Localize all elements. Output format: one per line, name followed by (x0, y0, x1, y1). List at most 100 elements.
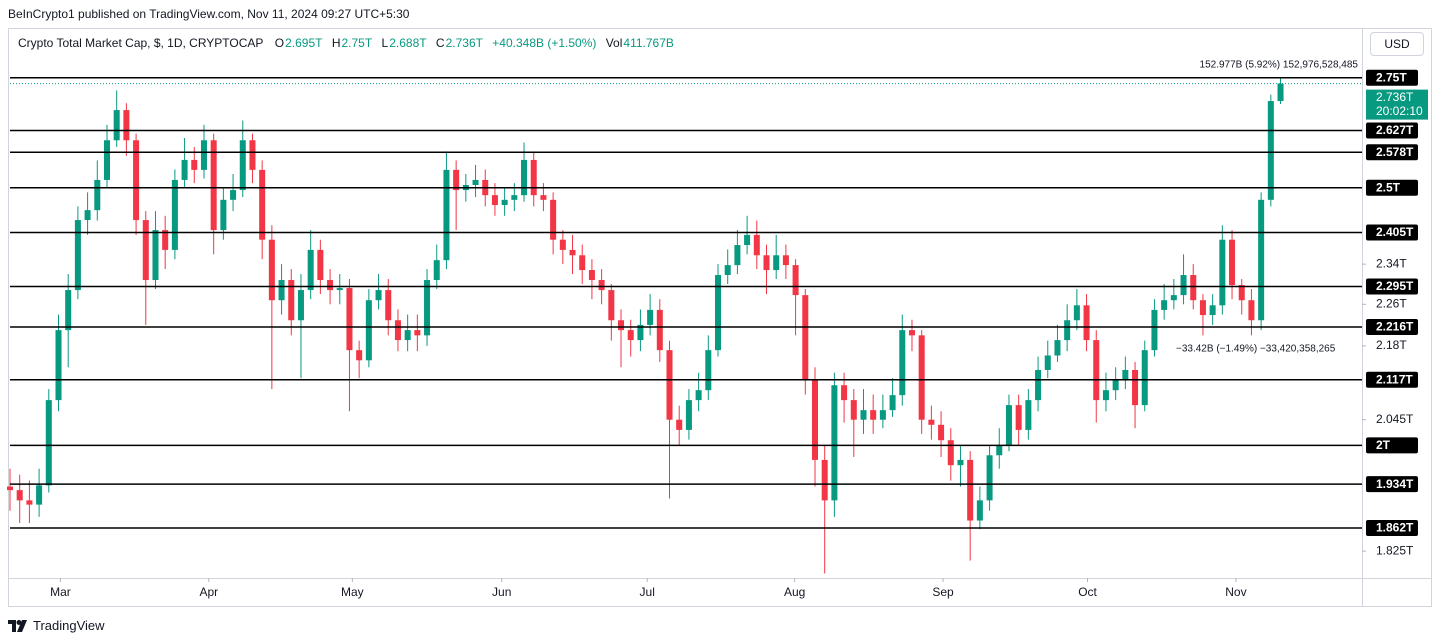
candle-body (443, 169, 450, 261)
low-value: 2.688T (389, 36, 427, 50)
candle-body (1044, 355, 1051, 370)
candle-body (724, 265, 731, 276)
frame (8, 28, 1432, 607)
level-label: 2T (1376, 438, 1391, 452)
currency-button[interactable]: USD (1370, 32, 1424, 56)
current-price-label: 2.736T (1376, 90, 1414, 104)
candle-body (433, 260, 440, 281)
candle-body (773, 255, 780, 271)
level-label-box (1366, 476, 1418, 493)
level-label: 2.117T (1376, 372, 1413, 386)
y-tick-label: 2.34T (1376, 256, 1407, 270)
level-label-box (1366, 437, 1418, 454)
candle-body (841, 385, 848, 401)
candle-body (850, 400, 857, 420)
candle-body (1025, 400, 1032, 430)
candle-body (996, 445, 1003, 456)
candle-body (152, 230, 159, 281)
y-tick-label: 2.26T (1376, 296, 1407, 310)
candle-body (1229, 239, 1236, 286)
x-tick-label: Jul (640, 585, 655, 599)
candle-body (588, 270, 595, 281)
level-label-box (1366, 144, 1418, 161)
volume-label: Vol (605, 36, 623, 50)
candle-body (268, 239, 275, 301)
candle-body (656, 309, 663, 351)
candle-body (375, 290, 382, 301)
candle-body (821, 459, 828, 501)
candle-body (327, 280, 334, 291)
x-tick-label: Aug (784, 585, 805, 599)
candle-body (103, 140, 110, 180)
candle-body (1267, 101, 1274, 200)
candle-body (1073, 305, 1080, 321)
candle-body (967, 459, 974, 521)
level-label-box (1366, 224, 1418, 241)
candle-body (530, 159, 537, 196)
level-label: 1.934T (1376, 477, 1414, 491)
candle-body (676, 419, 683, 430)
candle-body (1190, 275, 1197, 301)
candle-body (404, 330, 411, 341)
candle-body (1132, 369, 1139, 406)
candle-body (142, 220, 149, 281)
x-tick-label: Oct (1078, 585, 1097, 599)
candle-body (550, 199, 557, 240)
y-tick-label: 2.045T (1376, 412, 1414, 426)
candle-body (918, 335, 925, 420)
level-label-box (1366, 278, 1418, 295)
candle-body (278, 280, 285, 301)
y-tick-label: 2.18T (1376, 338, 1407, 352)
candle-body (579, 255, 586, 271)
level-label-box (1366, 179, 1418, 196)
brand: TradingView (33, 618, 105, 633)
x-tick-label: May (341, 585, 364, 599)
candle-body (559, 239, 566, 250)
candle-body (1258, 199, 1265, 321)
candle-body (6, 486, 14, 491)
candle-body (1238, 285, 1245, 301)
candle-body (1248, 300, 1255, 321)
candle-body (811, 379, 818, 460)
candle-body (123, 110, 130, 141)
candle-body (714, 275, 722, 351)
candle-body (976, 500, 983, 521)
candle-body (259, 169, 266, 240)
published-line: BeInCrypto1 published on TradingView.com… (8, 7, 410, 21)
candle-body (986, 455, 993, 501)
high-label: H (331, 36, 341, 50)
close-value: 2.736T (445, 36, 483, 50)
level-label: 2.627T (1376, 123, 1414, 137)
candle-body (870, 410, 877, 420)
candle-body (511, 195, 518, 200)
candle-body (210, 140, 217, 231)
candle-body (1064, 320, 1071, 341)
candle-body (65, 290, 72, 331)
low-label: L (381, 36, 389, 50)
candle-body (1015, 405, 1022, 430)
candle-body (346, 288, 353, 351)
volume-value: 411.767B (623, 36, 674, 50)
candle-body (899, 330, 906, 396)
candle-body (627, 330, 634, 341)
level-label: 2.216T (1376, 320, 1414, 334)
candle-body (753, 234, 760, 256)
candle-body (307, 249, 314, 291)
open-label: O (274, 36, 285, 50)
candle-body (162, 230, 169, 250)
candle-body (356, 350, 363, 361)
x-tick-label: Jun (492, 585, 511, 599)
close-label: C (435, 36, 445, 50)
candle-body (879, 410, 886, 420)
candle-body (1277, 83, 1284, 102)
candle-body (1102, 390, 1109, 401)
candle-body (947, 440, 954, 466)
level-label: 2.75T (1376, 70, 1407, 84)
candle-body (133, 140, 140, 221)
candle-body (297, 290, 304, 321)
candle-body (1083, 305, 1090, 341)
level-label: 2.295T (1376, 279, 1414, 293)
candle-body (957, 459, 964, 466)
candle-body (220, 199, 227, 231)
